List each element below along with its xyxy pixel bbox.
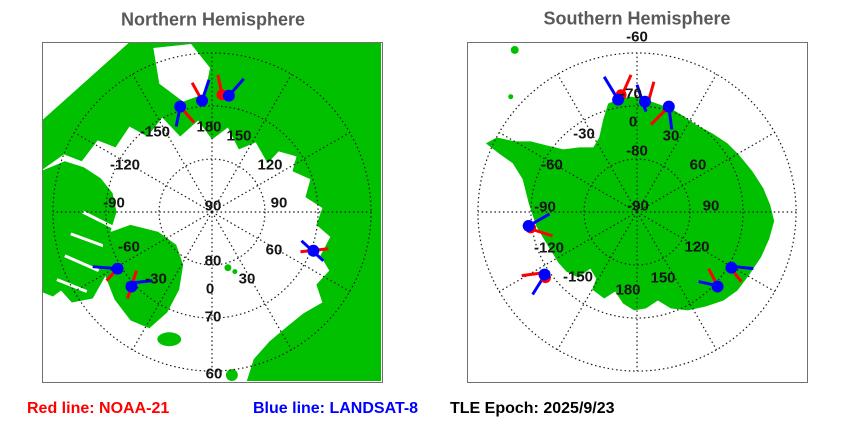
landsat8-position-dot	[711, 280, 724, 293]
landmass-islet	[508, 94, 514, 100]
longitude-label: 120	[684, 238, 710, 256]
landsat8-position-dot	[196, 94, 209, 107]
south-map-canvas	[477, 45, 797, 372]
landmass-south-america-tip	[510, 45, 519, 54]
meridian-line	[73, 131, 213, 213]
landsat8-position-dot	[307, 244, 320, 257]
meridian-line	[211, 73, 293, 213]
landsat8-position-dot	[125, 280, 138, 293]
landsat8-position-dot	[222, 89, 235, 102]
longitude-label: 90	[270, 194, 288, 212]
blue-track-segment	[735, 265, 754, 271]
legend-red-line: Red line: NOAA-21	[27, 400, 169, 418]
meridian-line	[556, 211, 638, 351]
landmass-svalbard-2	[232, 269, 238, 275]
meridian-line	[73, 211, 213, 293]
south-satellite-markers	[521, 74, 754, 296]
landsat8-position-dot	[174, 100, 187, 113]
north-map-canvas	[43, 43, 381, 381]
latitude-label: -80	[626, 142, 648, 160]
latitude-label: 60	[205, 365, 223, 383]
longitude-label: 150	[650, 269, 676, 287]
longitude-label: -150	[139, 123, 171, 141]
meridian-line	[498, 211, 638, 293]
latitude-label: -60	[626, 28, 648, 46]
legend-blue-line: Blue line: LANDSAT-8	[253, 400, 418, 418]
north-hemisphere-map: 90 80 70 60 180 150 120 90 60 30 0 -30 -60 -90 -120 -15…	[42, 42, 383, 383]
longitude-label: 60	[689, 156, 707, 174]
legend-blue-satellite: LANDSAT-8	[329, 400, 419, 417]
legend-epoch-value: 2025/9/23	[543, 400, 615, 417]
meridian-line	[636, 131, 776, 213]
longitude-label: 30	[238, 270, 256, 288]
landsat8-position-dot	[725, 261, 738, 274]
legend-red-label: Red line:	[27, 400, 95, 417]
meridian-line	[211, 211, 351, 293]
meridian-line	[131, 211, 213, 351]
latitude-label: 70	[204, 308, 222, 326]
legend-red-satellite: NOAA-21	[99, 400, 170, 417]
legend-epoch-label: TLE Epoch:	[450, 400, 539, 417]
landsat8-position-dot	[638, 95, 651, 108]
south-meridians	[477, 52, 797, 372]
longitude-label: -60	[541, 156, 563, 174]
longitude-label: -90	[534, 198, 556, 216]
red-track-segment	[732, 270, 743, 283]
south-hemisphere-map: -60 -70 -80 -90 0 30 60 90 120 150 180 -30 -60 -90 -12…	[467, 30, 808, 383]
north-land	[43, 43, 381, 381]
meridian-line	[211, 211, 293, 351]
north-satellite-markers	[92, 74, 329, 299]
landmass-eurasia	[43, 43, 381, 381]
legend-tle-epoch: TLE Epoch: 2025/9/23	[450, 400, 615, 418]
red-track-segment	[621, 74, 633, 94]
legend-blue-label: Blue line:	[253, 400, 326, 417]
longitude-label: -90	[103, 194, 125, 212]
longitude-label: 180	[196, 118, 222, 136]
meridian-line	[211, 131, 351, 213]
longitude-label: 180	[615, 281, 641, 299]
meridian-line	[556, 73, 638, 213]
landsat8-position-dot	[662, 100, 675, 113]
landsat8-position-dot	[612, 93, 625, 106]
longitude-label: -30	[145, 270, 167, 288]
longitude-label: 30	[662, 127, 680, 145]
longitude-label: -30	[573, 125, 595, 143]
meridian-line	[131, 73, 213, 213]
longitude-label: -150	[562, 268, 594, 286]
south-map-title: Southern Hemisphere	[543, 8, 731, 29]
longitude-label: 90	[702, 197, 720, 215]
latitude-label: -90	[627, 197, 649, 215]
longitude-label: -60	[118, 238, 140, 256]
longitude-label: -120	[109, 156, 141, 174]
north-meridians	[52, 52, 372, 372]
red-track-segment	[647, 81, 656, 101]
landmass-novaya-zemlya	[325, 250, 340, 302]
longitude-label: -120	[533, 239, 565, 257]
meridian-line	[498, 131, 638, 213]
landmass-svalbard	[224, 264, 232, 272]
landmass-baffin	[49, 235, 106, 303]
landmass-island-2	[302, 168, 308, 174]
landsat8-position-dot	[111, 262, 124, 275]
longitude-label: 0	[205, 280, 215, 298]
longitude-label: 150	[226, 127, 252, 145]
landmass-iceland	[157, 332, 182, 347]
latitude-label: 80	[204, 252, 222, 270]
longitude-label: 0	[628, 113, 638, 131]
meridian-line	[636, 211, 718, 351]
landsat8-position-dot	[538, 268, 551, 281]
longitude-label: 120	[257, 156, 283, 174]
longitude-label: 60	[265, 241, 283, 259]
north-map-title: Northern Hemisphere	[120, 9, 306, 30]
meridian-line	[636, 73, 718, 213]
landsat8-position-dot	[522, 219, 535, 232]
landmass-uk	[225, 369, 238, 381]
meridian-line	[636, 211, 776, 293]
blue-track-segment	[531, 277, 544, 296]
latitude-label: -70	[620, 85, 642, 103]
landmass-greenland	[102, 224, 184, 329]
latitude-label: 90	[204, 197, 222, 215]
